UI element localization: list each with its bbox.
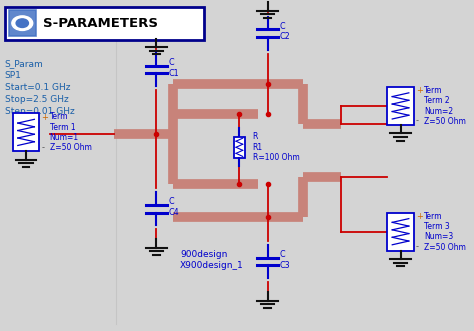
- Text: +: +: [42, 113, 48, 122]
- Text: C
C4: C C4: [168, 197, 179, 216]
- Text: C
C1: C C1: [168, 58, 179, 77]
- Text: Term
Term 1
Num=1
Z=50 Ohm: Term Term 1 Num=1 Z=50 Ohm: [49, 112, 91, 153]
- Bar: [5, 7, 204, 40]
- Text: -: -: [416, 117, 419, 125]
- Text: C
C2: C C2: [280, 22, 291, 41]
- Text: R
R1
R=100 Ohm: R R1 R=100 Ohm: [253, 132, 300, 162]
- Text: C
C3: C C3: [280, 250, 290, 269]
- Text: S_Param
SP1
Start=0.1 GHz
Stop=2.5 GHz
Step=0.01 GHz: S_Param SP1 Start=0.1 GHz Stop=2.5 GHz S…: [5, 60, 74, 116]
- Text: -: -: [416, 242, 419, 251]
- Text: 900design
X900design_1: 900design X900design_1: [180, 250, 244, 269]
- Text: +: +: [416, 86, 423, 95]
- Bar: [234, 136, 245, 158]
- Text: +: +: [416, 212, 423, 221]
- Bar: [9, 10, 36, 36]
- Bar: [387, 87, 413, 125]
- Circle shape: [16, 19, 28, 27]
- Bar: [13, 113, 39, 152]
- Text: S-PARAMETERS: S-PARAMETERS: [43, 17, 158, 30]
- Circle shape: [12, 16, 33, 30]
- Text: Term
Term 2
Num=2
Z=50 Ohm: Term Term 2 Num=2 Z=50 Ohm: [424, 86, 466, 126]
- Text: Term
Term 3
Num=3
Z=50 Ohm: Term Term 3 Num=3 Z=50 Ohm: [424, 212, 466, 252]
- Text: -: -: [42, 143, 45, 152]
- Bar: [387, 213, 413, 251]
